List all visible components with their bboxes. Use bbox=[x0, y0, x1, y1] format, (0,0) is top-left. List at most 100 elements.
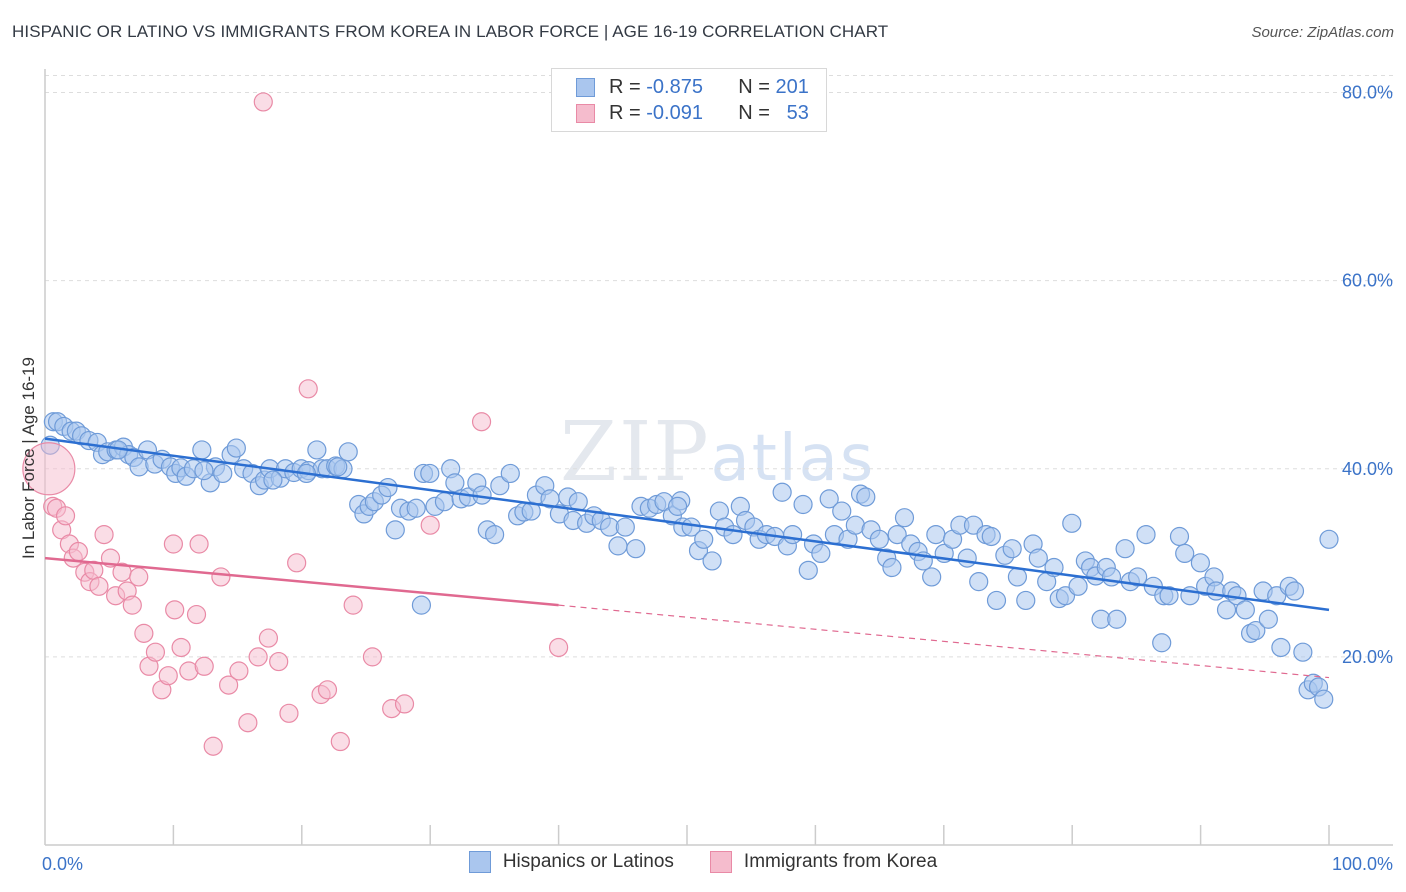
korea-point bbox=[279, 703, 299, 723]
hispanic-point bbox=[626, 539, 646, 559]
korea-point bbox=[189, 534, 209, 554]
hispanic-point bbox=[957, 548, 977, 568]
y-tick-label: 20.0% bbox=[1342, 647, 1393, 667]
legend-n-label: N = bbox=[738, 101, 770, 124]
hispanic-point bbox=[1152, 633, 1172, 653]
legend-swatch-blue bbox=[468, 851, 491, 873]
korea-point bbox=[471, 412, 492, 432]
hispanic-point bbox=[490, 476, 510, 496]
x-tick-label: 100.0% bbox=[1332, 854, 1393, 874]
hispanic-point bbox=[1169, 526, 1190, 547]
hispanic-point bbox=[1258, 609, 1278, 629]
korea-point bbox=[203, 736, 223, 756]
y-axis-label: In Labor Force | Age 16-19 bbox=[19, 357, 38, 559]
hispanic-point bbox=[869, 529, 889, 549]
hispanic-point bbox=[882, 557, 902, 578]
korea-point bbox=[171, 637, 191, 658]
legend-n-value: 201 bbox=[775, 75, 809, 98]
hispanic-point bbox=[608, 536, 628, 556]
hispanic-point bbox=[500, 463, 520, 484]
korea-point bbox=[22, 442, 76, 496]
hispanic-point bbox=[887, 524, 907, 545]
korea-point bbox=[219, 675, 239, 695]
hispanic-point bbox=[194, 461, 214, 481]
hispanic-point bbox=[1101, 567, 1122, 587]
hispanic-point bbox=[1314, 689, 1334, 709]
hispanic-point bbox=[615, 517, 635, 537]
hispanic-point bbox=[702, 551, 722, 571]
hispanic-point bbox=[307, 440, 327, 460]
korea-point bbox=[229, 661, 249, 681]
legend-item-hispanic: Hispanics or Latinos bbox=[468, 851, 674, 873]
hispanic-point bbox=[1068, 576, 1088, 596]
korea-point bbox=[68, 541, 88, 562]
x-axis-ticks bbox=[172, 825, 1330, 845]
legend-swatch-pink bbox=[709, 851, 732, 873]
watermark: ZIPatlas bbox=[560, 405, 875, 500]
legend-r-value: -0.091 bbox=[646, 101, 703, 124]
hispanic-point bbox=[694, 529, 714, 549]
hispanic-point bbox=[856, 487, 876, 507]
hispanic-point bbox=[1175, 543, 1195, 564]
hispanic-point bbox=[434, 492, 455, 512]
hispanic-point bbox=[338, 442, 358, 462]
hispanic-point bbox=[328, 457, 348, 477]
hispanic-point bbox=[922, 567, 942, 587]
x-tick-label: 0.0% bbox=[42, 854, 83, 874]
korea-point bbox=[194, 656, 214, 676]
korea-point bbox=[362, 647, 383, 667]
hispanic-point bbox=[1216, 600, 1237, 620]
hispanic-trend-line bbox=[44, 437, 1330, 612]
hispanic-point bbox=[1115, 539, 1135, 559]
hispanic-point bbox=[1128, 567, 1148, 587]
hispanic-point bbox=[1235, 600, 1255, 620]
hispanic-point bbox=[263, 470, 283, 490]
hispanic-point bbox=[894, 508, 915, 528]
hispanic-point bbox=[1007, 567, 1028, 587]
legend-row-korea: R = -0.091 N = 53 bbox=[576, 101, 809, 125]
watermark-atlas: atlas bbox=[710, 422, 876, 496]
korea-point bbox=[548, 637, 569, 658]
hispanic-point bbox=[1159, 586, 1179, 606]
hispanic-point bbox=[981, 526, 1001, 547]
hispanic-point bbox=[783, 524, 803, 545]
legend-r-label: R = bbox=[609, 75, 641, 98]
hispanic-point bbox=[832, 501, 852, 521]
korea-point bbox=[89, 576, 109, 596]
korea-point bbox=[287, 553, 307, 573]
hispanic-point bbox=[378, 477, 398, 498]
legend-swatch-pink bbox=[576, 103, 595, 123]
axis-labels: 20.0% 40.0% 60.0% 80.0% 0.0% 100.0% bbox=[42, 83, 1393, 874]
korea-point bbox=[253, 92, 273, 112]
chart-title: HISPANIC OR LATINO VS IMMIGRANTS FROM KO… bbox=[12, 22, 889, 41]
hispanic-point bbox=[385, 520, 405, 540]
korea-point bbox=[394, 694, 415, 714]
legend-n-label: N = bbox=[738, 75, 770, 98]
watermark-zip: ZIP bbox=[560, 405, 711, 500]
korea-point bbox=[165, 600, 185, 620]
hispanic-point bbox=[667, 496, 688, 516]
hispanic-point bbox=[819, 489, 839, 509]
hispanic-point bbox=[1246, 620, 1266, 641]
legend-r-label: R = bbox=[609, 101, 641, 124]
hispanic-point bbox=[192, 440, 212, 460]
hispanic-point bbox=[1002, 539, 1022, 559]
hispanic-point bbox=[1319, 529, 1339, 549]
hispanic-point bbox=[1107, 609, 1127, 629]
trend-lines bbox=[44, 437, 1330, 679]
korea-point bbox=[211, 567, 231, 587]
korea-point bbox=[330, 731, 350, 752]
hispanic-point bbox=[926, 524, 946, 545]
korea-point bbox=[317, 680, 338, 700]
korea-point bbox=[129, 567, 149, 587]
hispanic-point bbox=[1271, 637, 1291, 658]
source-label: Source: ZipAtlas.com bbox=[1251, 24, 1394, 41]
series-hispanic-points bbox=[40, 412, 1339, 709]
hispanic-point bbox=[1062, 513, 1082, 533]
hispanic-point bbox=[772, 482, 792, 502]
hispanic-point bbox=[793, 494, 813, 515]
legend-row-hispanic: R = -0.875 N = 201 bbox=[576, 75, 809, 99]
hispanic-point bbox=[485, 524, 505, 545]
hispanic-point bbox=[1028, 548, 1048, 568]
